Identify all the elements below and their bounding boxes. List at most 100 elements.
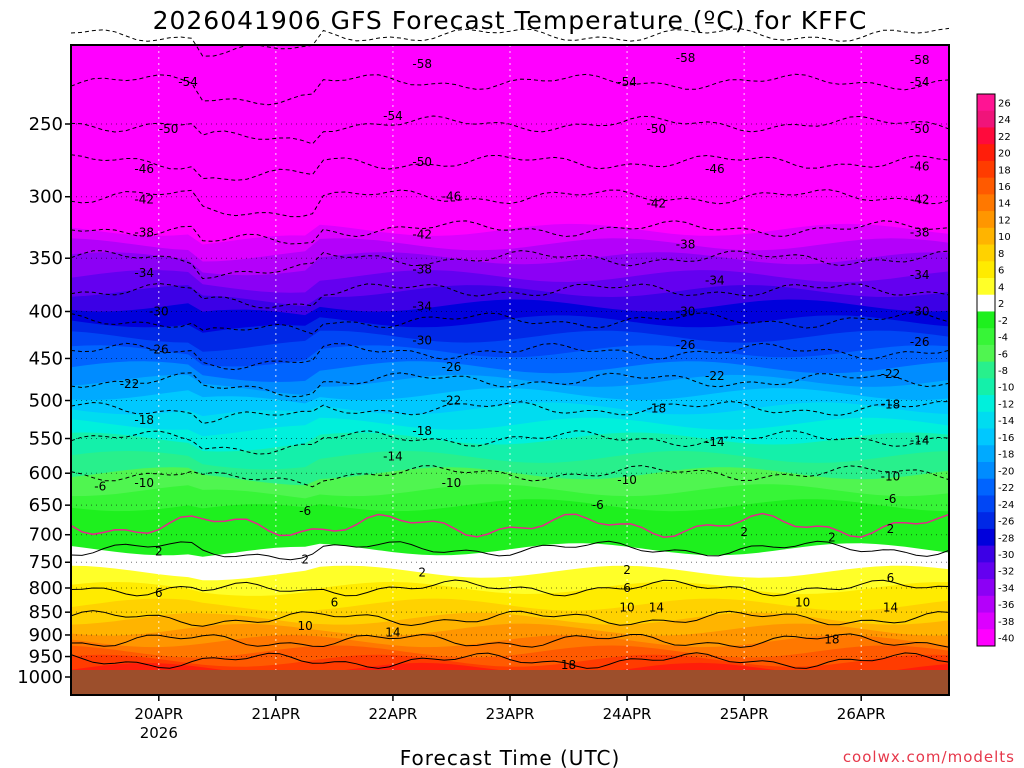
colorbar-swatch bbox=[977, 579, 995, 597]
contour-label: 6 bbox=[155, 586, 163, 600]
colorbar-label: 18 bbox=[998, 165, 1011, 176]
contour-label: -42 bbox=[910, 192, 930, 206]
contour-label: 18 bbox=[561, 658, 576, 672]
contour-label: -46 bbox=[134, 162, 154, 176]
contour-label: -18 bbox=[647, 401, 667, 415]
contour--18 bbox=[70, 372, 950, 398]
credit-link[interactable]: coolwx.com/modelts bbox=[843, 748, 1015, 766]
contour-label: -26 bbox=[442, 360, 462, 374]
contour--46 bbox=[70, 154, 950, 181]
contour-label: 2 bbox=[155, 544, 163, 558]
y-tick-label: 250 bbox=[29, 114, 63, 135]
colorbar-swatch bbox=[977, 227, 995, 246]
contour-label: -54 bbox=[178, 75, 198, 89]
colorbar-swatch bbox=[977, 194, 995, 212]
colorbar-swatch bbox=[977, 478, 995, 496]
contour--22 bbox=[70, 342, 950, 371]
contour-label: -54 bbox=[910, 75, 930, 89]
contour-label: -38 bbox=[412, 262, 432, 276]
contour-label: -54 bbox=[617, 75, 637, 89]
contour--54 bbox=[70, 73, 950, 106]
colorbar-label: -38 bbox=[998, 617, 1014, 628]
colorbar-swatch bbox=[977, 612, 995, 630]
colorbar-label: -6 bbox=[998, 349, 1008, 360]
colorbar-swatch bbox=[977, 177, 995, 195]
colorbar-swatch bbox=[977, 512, 995, 530]
colorbar-label: -24 bbox=[998, 500, 1014, 511]
contour-label: 2 bbox=[887, 522, 895, 536]
colorbar-swatch bbox=[977, 144, 995, 162]
colorbar-label: -34 bbox=[998, 583, 1014, 594]
x-tick-label: 25APR bbox=[720, 705, 769, 723]
contour-label: 10 bbox=[619, 600, 634, 614]
x-tick-label: 22APR bbox=[369, 705, 418, 723]
colorbar-label: 14 bbox=[998, 199, 1011, 210]
y-tick-label: 800 bbox=[29, 578, 63, 599]
x-tick-label: 23APR bbox=[486, 705, 535, 723]
contour-label: -34 bbox=[134, 266, 154, 280]
contour-label: -14 bbox=[705, 435, 725, 449]
colorbar-label: 8 bbox=[998, 249, 1004, 260]
colorbar-swatch bbox=[977, 411, 995, 430]
contour-label: -54 bbox=[383, 109, 403, 123]
contour-label: -38 bbox=[676, 237, 696, 251]
colorbar-label: -36 bbox=[998, 600, 1014, 611]
contour-label: -42 bbox=[134, 192, 154, 206]
contour-label: -30 bbox=[149, 304, 169, 318]
contour--50 bbox=[70, 115, 950, 145]
colorbar-label: -22 bbox=[998, 483, 1014, 494]
colorbar-label: 22 bbox=[998, 132, 1011, 143]
colorbar-label: -28 bbox=[998, 533, 1014, 544]
contour-label: 14 bbox=[649, 600, 664, 614]
y-tick-label: 600 bbox=[29, 463, 63, 484]
colorbar: 26 24 22 20 18 16 14 12 10 8 6 4 2 -2 -4 -6 -8 -10 -12 -14 -… bbox=[976, 93, 1014, 647]
contour-label: -10 bbox=[881, 470, 901, 484]
colorbar-swatch bbox=[977, 562, 995, 580]
y-tick-label: 700 bbox=[29, 525, 63, 546]
colorbar-label: -26 bbox=[998, 517, 1014, 528]
colorbar-label: -20 bbox=[998, 466, 1014, 477]
colorbar-label: 16 bbox=[998, 182, 1011, 193]
contour-label: -18 bbox=[412, 424, 432, 438]
x-tick-sublabel: 2026 bbox=[140, 724, 178, 742]
contour-label: -30 bbox=[910, 304, 930, 318]
y-tick-label: 550 bbox=[29, 429, 63, 450]
colorbar-swatch bbox=[977, 528, 995, 547]
y-tick-label: 850 bbox=[29, 602, 63, 623]
colorbar-label: -10 bbox=[998, 383, 1014, 394]
contour--14 bbox=[70, 400, 950, 425]
x-tick-label: 26APR bbox=[837, 705, 886, 723]
colorbar-label: 12 bbox=[998, 215, 1011, 226]
contour-label: 14 bbox=[385, 626, 400, 640]
colorbar-frame bbox=[976, 93, 996, 647]
contour-label: -26 bbox=[149, 343, 169, 357]
contour-label: -6 bbox=[592, 498, 604, 512]
contour-label: -14 bbox=[910, 434, 930, 448]
contour-label: -26 bbox=[676, 338, 696, 352]
contour-label: 10 bbox=[795, 596, 810, 610]
freezing-line bbox=[70, 512, 950, 538]
contour-label: -22 bbox=[705, 369, 725, 383]
contour-label: -18 bbox=[134, 413, 154, 427]
contour--38 bbox=[70, 220, 950, 245]
contour-label: -50 bbox=[159, 122, 179, 136]
colorbar-swatch bbox=[977, 94, 995, 112]
contour-lines bbox=[70, 27, 950, 669]
colorbar-swatch bbox=[977, 361, 995, 379]
y-tick-label: 1000 bbox=[17, 667, 63, 688]
x-tick-label: 24APR bbox=[603, 705, 652, 723]
colorbar-swatch bbox=[977, 244, 995, 262]
colorbar-swatch bbox=[977, 629, 995, 647]
contour-label: -22 bbox=[881, 367, 901, 381]
contour-label: -46 bbox=[705, 162, 725, 176]
contour-label: -34 bbox=[705, 273, 725, 287]
contour-label: 6 bbox=[887, 571, 895, 585]
y-axis: 2503003504004505005506006507007508008509… bbox=[17, 114, 71, 688]
x-tick-label: 21APR bbox=[251, 705, 300, 723]
colorbar-swatch bbox=[977, 545, 995, 563]
colorbar-label: 2 bbox=[998, 299, 1004, 310]
y-tick-label: 950 bbox=[29, 647, 63, 668]
colorbar-label: -14 bbox=[998, 416, 1014, 427]
